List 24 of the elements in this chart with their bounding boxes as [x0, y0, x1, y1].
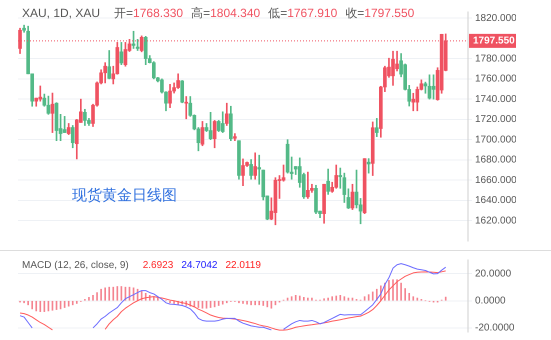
- candlestick: [432, 74, 436, 100]
- y-tick-label: 1720.000: [475, 114, 518, 126]
- chart-title: XAU, 1D, XAU: [22, 6, 100, 20]
- y-tick-label: -20.0000: [475, 322, 515, 334]
- chart-subtitle: 开=1768.330 高=1804.340 低=1767.910 收=1797.550: [114, 6, 414, 20]
- y-tick-label: 1740.000: [475, 94, 518, 105]
- annotation: 24.7042: [181, 260, 218, 271]
- chart-title: MACD (12, 26, close, 9): [22, 260, 129, 271]
- y-tick-label: 1760.000: [475, 74, 518, 85]
- y-tick-label: 1700.000: [475, 134, 518, 146]
- ref-line-label: 1797.550: [473, 36, 516, 47]
- annotation: 22.0119: [225, 260, 261, 271]
- y-tick-label: 20.0000: [475, 268, 512, 280]
- y-tick-label: 1680.000: [475, 154, 518, 166]
- annotation: 现货黄金日线图: [72, 186, 177, 205]
- candlestick: [132, 30, 136, 49]
- y-tick-label: 0.0000: [475, 296, 506, 307]
- candlestick: [50, 92, 54, 133]
- y-tick-label: 1640.000: [475, 195, 518, 206]
- y-tick-label: 1820.000: [475, 12, 518, 24]
- y-tick-label: 1660.000: [475, 174, 518, 186]
- annotation: 2.6923: [142, 260, 174, 271]
- y-tick-label: 1620.000: [475, 215, 518, 226]
- y-tick-label: 1780.000: [475, 53, 518, 64]
